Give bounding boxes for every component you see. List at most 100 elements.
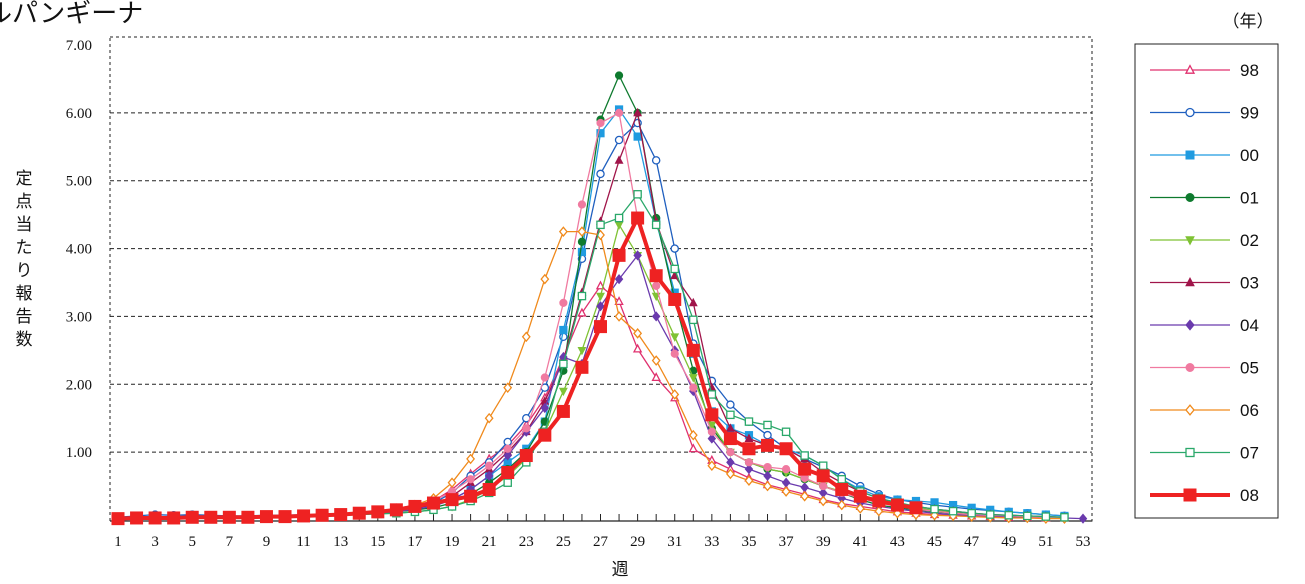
legend-label: 08 bbox=[1240, 486, 1259, 505]
data-point-06 bbox=[930, 509, 939, 521]
data-point-99 bbox=[503, 437, 512, 447]
series-00 bbox=[113, 105, 1069, 523]
data-point-06 bbox=[707, 460, 717, 472]
legend-label: 98 bbox=[1240, 61, 1259, 80]
data-point-05 bbox=[540, 373, 549, 382]
x-tick-label: 51 bbox=[1038, 534, 1053, 550]
data-point-05 bbox=[614, 108, 624, 117]
data-point-07 bbox=[967, 508, 976, 518]
legend-label: 00 bbox=[1240, 146, 1259, 165]
x-tick-label: 5 bbox=[188, 534, 196, 550]
series-03 bbox=[113, 107, 1069, 523]
legend-marker-icon bbox=[1183, 488, 1197, 502]
series-07 bbox=[113, 190, 1069, 523]
y-tick-label: 5.00 bbox=[66, 174, 92, 190]
data-point-07 bbox=[707, 390, 717, 399]
data-point-06 bbox=[818, 495, 828, 507]
series-line-98 bbox=[117, 285, 1065, 520]
data-point-08 bbox=[909, 501, 923, 515]
series-05 bbox=[113, 108, 1069, 523]
data-point-08 bbox=[278, 510, 292, 524]
data-point-99 bbox=[596, 169, 605, 179]
legend-marker-icon bbox=[1184, 64, 1196, 74]
series-line-05 bbox=[117, 112, 1065, 520]
data-point-99 bbox=[651, 156, 661, 165]
data-point-04 bbox=[763, 470, 772, 481]
data-point-05 bbox=[781, 465, 791, 474]
y-axis-title-char: た bbox=[16, 238, 33, 258]
series-line-07 bbox=[118, 193, 1065, 520]
series-layer bbox=[111, 71, 1088, 526]
data-point-04 bbox=[596, 301, 605, 312]
data-point-07 bbox=[689, 315, 698, 325]
data-point-06 bbox=[725, 468, 735, 480]
data-point-03 bbox=[633, 107, 643, 117]
data-point-04 bbox=[707, 433, 717, 444]
data-point-05 bbox=[763, 462, 772, 472]
data-point-99 bbox=[763, 430, 772, 440]
data-point-07 bbox=[800, 451, 809, 460]
data-point-08 bbox=[204, 510, 218, 524]
x-tick-label: 15 bbox=[370, 534, 385, 550]
y-tick-label: 3.00 bbox=[66, 309, 92, 325]
legend-marker-icon bbox=[1185, 447, 1195, 458]
x-tick-label: 13 bbox=[333, 534, 348, 550]
x-tick-label: 35 bbox=[741, 534, 756, 550]
data-point-07 bbox=[1023, 511, 1032, 521]
data-point-08 bbox=[631, 211, 645, 225]
data-point-05 bbox=[485, 461, 494, 470]
legend-entry-07: 07 bbox=[1150, 444, 1259, 463]
y-axis-title-char: り bbox=[16, 261, 33, 281]
data-point-02 bbox=[670, 333, 680, 342]
data-point-06 bbox=[633, 328, 643, 339]
legend-entry-00: 00 bbox=[1150, 146, 1259, 165]
data-point-07 bbox=[837, 475, 847, 484]
data-point-06 bbox=[521, 331, 531, 343]
data-point-08 bbox=[853, 489, 867, 503]
x-tick-label: 53 bbox=[1076, 534, 1091, 550]
data-point-05 bbox=[466, 475, 475, 484]
data-point-03 bbox=[614, 155, 624, 164]
data-point-02 bbox=[651, 292, 661, 302]
y-axis-title-char: 告 bbox=[16, 307, 33, 327]
x-tick-label: 31 bbox=[667, 534, 682, 550]
data-point-08 bbox=[816, 469, 830, 483]
x-tick-label: 49 bbox=[1001, 534, 1016, 550]
data-point-08 bbox=[464, 489, 478, 503]
legend-entry-01: 01 bbox=[1150, 189, 1259, 208]
data-point-08 bbox=[686, 343, 700, 357]
data-point-07 bbox=[651, 220, 661, 230]
data-point-02 bbox=[707, 421, 717, 431]
data-point-08 bbox=[890, 498, 904, 512]
series-line-01 bbox=[118, 74, 1065, 519]
data-point-04 bbox=[726, 457, 735, 468]
series-04 bbox=[113, 250, 1088, 524]
data-point-08 bbox=[668, 292, 682, 306]
data-point-98 bbox=[688, 443, 698, 453]
data-point-07 bbox=[818, 461, 828, 470]
data-point-04 bbox=[614, 274, 624, 285]
data-point-05 bbox=[819, 481, 828, 491]
data-point-03 bbox=[725, 423, 735, 432]
chart-title: ルパンギーナ bbox=[0, 0, 143, 29]
data-point-06 bbox=[763, 480, 772, 492]
legend: 98 99 00 01 02 03 04 05 06 07 08 bbox=[1150, 61, 1259, 505]
legend-unit-label: （年） bbox=[1223, 12, 1274, 32]
legend-label: 05 bbox=[1240, 359, 1259, 378]
x-tick-label: 17 bbox=[407, 534, 423, 550]
legend-box bbox=[1134, 43, 1279, 519]
legend-marker-icon bbox=[1185, 319, 1195, 331]
data-point-08 bbox=[835, 482, 849, 496]
data-point-08 bbox=[111, 512, 125, 526]
data-point-02 bbox=[688, 374, 698, 383]
data-point-08 bbox=[519, 449, 533, 463]
data-point-07 bbox=[744, 417, 754, 426]
series-02 bbox=[113, 221, 1069, 524]
legend-marker-icon bbox=[1185, 236, 1195, 246]
x-tick-label: 19 bbox=[445, 534, 460, 550]
y-axis: 1.00 2.00 3.00 4.00 5.00 6.00 7.00 bbox=[66, 38, 92, 461]
data-point-07 bbox=[614, 213, 624, 223]
data-point-03 bbox=[688, 297, 698, 307]
y-axis-title-char: 報 bbox=[16, 284, 33, 304]
